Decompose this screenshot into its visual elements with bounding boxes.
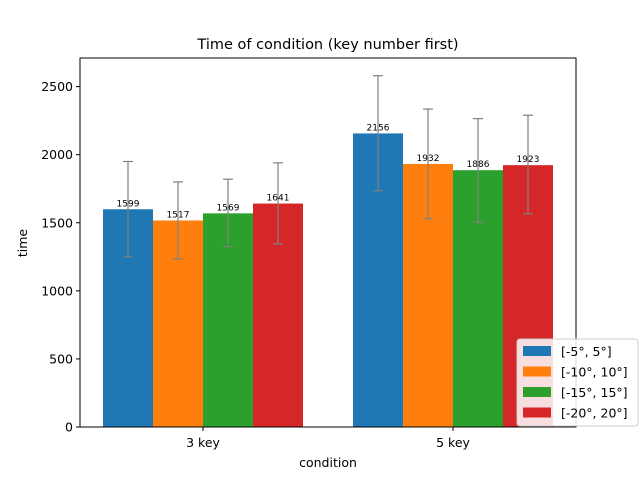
data-label-series-3-category-1: 1569 xyxy=(217,203,240,213)
legend-label-1: [-5°, 5°] xyxy=(561,344,612,359)
y-tick-label-4: 2000 xyxy=(41,147,73,162)
error-bar-series-3-category-2 xyxy=(473,117,483,223)
data-label-series-3-category-2: 1886 xyxy=(467,160,490,170)
x-tick-label-0: 3 key xyxy=(186,435,220,450)
y-tick-label-0: 0 xyxy=(65,420,73,435)
error-bar-series-2-category-1 xyxy=(173,181,183,260)
bars-layer xyxy=(103,133,553,427)
y-axis-label: time xyxy=(15,229,30,258)
y-tick-label-3: 1500 xyxy=(41,215,73,230)
y-tick-label-2: 1000 xyxy=(41,283,73,298)
data-label-series-1-category-2: 2156 xyxy=(367,123,390,133)
y-tick-label-5: 2500 xyxy=(41,79,73,94)
error-bar-series-3-category-1 xyxy=(223,178,233,248)
legend: [-5°, 5°] [-10°, 10°] [-15°, 15°] [-20°, 20… xyxy=(516,338,639,427)
error-bars-layer xyxy=(123,75,533,260)
x-axis-label: condition xyxy=(299,455,357,470)
error-bar-series-2-category-2 xyxy=(423,108,433,220)
x-axis: 3 key 5 key xyxy=(186,427,471,450)
plot-area-frame xyxy=(79,57,577,428)
legend-label-4: [-20°, 20°] xyxy=(561,406,628,421)
error-bar-series-4-category-1 xyxy=(273,162,283,245)
legend-swatch-3 xyxy=(523,387,551,397)
bar-series-3-category-1 xyxy=(203,213,253,427)
legend-box xyxy=(516,338,639,427)
legend-swatch-4 xyxy=(523,407,551,418)
error-bar-series-1-category-1 xyxy=(123,160,133,258)
chart-title: Time of condition (key number first) xyxy=(196,37,458,53)
data-label-series-4-category-1: 1641 xyxy=(267,194,290,204)
legend-swatch-1 xyxy=(523,346,551,356)
legend-label-2: [-10°, 10°] xyxy=(561,365,628,380)
error-bar-series-4-category-2 xyxy=(523,114,533,215)
y-tick-label-1: 500 xyxy=(49,351,73,366)
error-bar-series-1-category-2 xyxy=(373,75,383,192)
data-label-series-2-category-1: 1517 xyxy=(167,210,190,220)
data-label-series-2-category-2: 1932 xyxy=(417,154,440,164)
legend-label-3: [-15°, 15°] xyxy=(561,385,628,400)
data-label-series-4-category-2: 1923 xyxy=(517,155,540,165)
data-label-series-1-category-1: 1599 xyxy=(117,199,140,209)
data-labels-layer: 1599 2156 1517 1932 1569 1886 1641 1923 xyxy=(117,123,540,220)
x-tick-label-1: 5 key xyxy=(436,435,470,450)
legend-swatch-2 xyxy=(523,366,551,377)
y-axis: 0 500 1000 1500 2000 2500 xyxy=(41,79,80,435)
